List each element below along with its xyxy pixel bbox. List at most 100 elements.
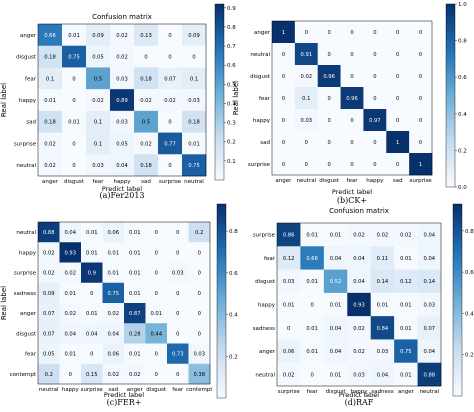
- cell-value-label: 0.03: [172, 271, 184, 277]
- cell-value-label: 0: [198, 311, 201, 317]
- heatmap-cell: [102, 222, 125, 243]
- cell-value-label: 0.44: [150, 331, 162, 337]
- heatmap-cell: [394, 316, 418, 340]
- heatmap-cell: [294, 131, 319, 154]
- cell-value-label: 0.03: [377, 349, 389, 355]
- heatmap-cell: [182, 89, 207, 112]
- y-tick-label: neutral: [255, 372, 275, 378]
- y-tick-label: fear: [25, 76, 37, 82]
- heatmap-cell: [409, 153, 433, 176]
- cell-value-label: 0: [419, 74, 422, 80]
- cell-value-label: 0.01: [306, 233, 318, 239]
- heatmap-cell: [300, 339, 325, 364]
- heatmap-cell: [158, 110, 183, 133]
- heatmap-cell: [323, 269, 348, 294]
- panel-caption: (b)CK+: [337, 196, 367, 205]
- cell-value-label: 0.01: [400, 303, 412, 309]
- cell-value-label: 0.02: [116, 33, 128, 39]
- heatmap-cell: [145, 323, 168, 344]
- heatmap-cell: [81, 303, 103, 324]
- cell-value-label: 0.01: [400, 326, 412, 332]
- colorbar-tick-label: 0.9: [227, 6, 236, 12]
- cell-value-label: 0.03: [353, 372, 365, 378]
- heatmap-cell: [134, 110, 159, 133]
- cell-value-label: 0.1: [46, 76, 54, 82]
- heatmap-cell: [134, 132, 159, 155]
- heatmap-cell: [182, 132, 207, 155]
- cell-value-label: 0.75: [107, 291, 119, 297]
- heatmap-cell: [38, 242, 60, 263]
- y-axis-label: Real label: [0, 286, 8, 320]
- heatmap-cell: [317, 43, 341, 66]
- cell-value-label: 0: [327, 162, 330, 168]
- cell-value-label: 0.04: [107, 331, 119, 337]
- plot-frame: [37, 23, 207, 177]
- panel-fer2013: Confusion matrix 0.66 0.01 0.09 0.02 0.13 0 0.0…: [0, 3, 236, 200]
- cell-value-label: 0: [72, 163, 75, 169]
- heatmap-cell: [182, 45, 207, 68]
- heatmap-cell: [62, 110, 87, 133]
- heatmap-cell: [277, 316, 301, 340]
- heatmap-cell: [417, 292, 442, 317]
- heatmap-cell: [59, 363, 82, 385]
- cell-value-label: 0: [396, 52, 399, 58]
- colorbar-tick-label: 0.2: [465, 353, 474, 359]
- heatmap-cell: [317, 87, 341, 110]
- cell-value-label: 0: [305, 140, 308, 146]
- x-tick-label: disgust: [64, 179, 85, 185]
- heatmap-cell: [417, 269, 442, 294]
- heatmap-cell: [277, 292, 301, 317]
- cell-value-label: 0: [373, 162, 376, 168]
- heatmap-cell: [394, 362, 418, 387]
- cell-value-label: 0: [72, 141, 75, 147]
- colorbar-tick-label: 0.6: [458, 75, 467, 81]
- heatmap-cell: [409, 87, 433, 110]
- colorbar-tick-label: 0.6: [465, 270, 474, 276]
- heatmap-cell: [340, 153, 364, 176]
- heatmap-cell: [277, 339, 301, 364]
- cell-value-label: 0.88: [43, 230, 55, 236]
- cell-value-label: 0.75: [68, 55, 80, 61]
- y-tick-label: anger: [259, 349, 276, 355]
- cell-value-label: 0.9: [88, 271, 96, 277]
- cell-value-label: 0: [373, 140, 376, 146]
- cell-value-label: 0.01: [68, 33, 80, 39]
- heatmap-cell: [102, 282, 125, 304]
- y-tick-label: sad: [260, 140, 270, 146]
- heatmap-cell: [323, 316, 348, 340]
- cell-value-label: 0.01: [86, 311, 98, 317]
- heatmap-cell: [134, 89, 159, 112]
- x-tick-label: fear: [93, 179, 105, 185]
- heatmap-cell: [363, 65, 387, 88]
- heatmap-cell: [417, 223, 442, 247]
- heatmap-cell: [124, 262, 146, 284]
- cell-value-label: 0: [155, 250, 158, 256]
- plot-frame: [37, 221, 211, 385]
- cell-value-label: 0.5: [142, 120, 150, 126]
- y-tick-label: anger: [254, 30, 271, 36]
- cell-value-label: 0.04: [330, 256, 342, 262]
- colorbar-tick-label: 0.2: [227, 140, 236, 146]
- cell-value-label: 0.07: [43, 311, 55, 317]
- heatmap-cell: [110, 132, 135, 155]
- heatmap-cell: [167, 343, 189, 365]
- heatmap-cell: [188, 282, 211, 304]
- heatmap-cell: [347, 246, 372, 270]
- cell-value-label: 0.03: [424, 303, 436, 309]
- cell-value-label: 0: [305, 30, 308, 36]
- heatmap-cell: [167, 242, 189, 263]
- y-tick-label: fear: [25, 352, 37, 358]
- heatmap-cell: [386, 87, 410, 110]
- heatmap-cell: [145, 282, 168, 304]
- cell-value-label: 0.87: [129, 311, 141, 317]
- cell-value-label: 0: [168, 163, 171, 169]
- cell-value-label: 0: [176, 291, 179, 297]
- heatmap-cell: [81, 323, 103, 344]
- cell-value-label: 0: [90, 352, 93, 358]
- cell-value-label: 0: [373, 30, 376, 36]
- cell-value-label: 0.02: [107, 311, 119, 317]
- colorbar-tick-label: 1.0: [458, 2, 467, 8]
- heatmap-cell: [394, 246, 418, 270]
- cell-value-label: 0: [310, 372, 313, 378]
